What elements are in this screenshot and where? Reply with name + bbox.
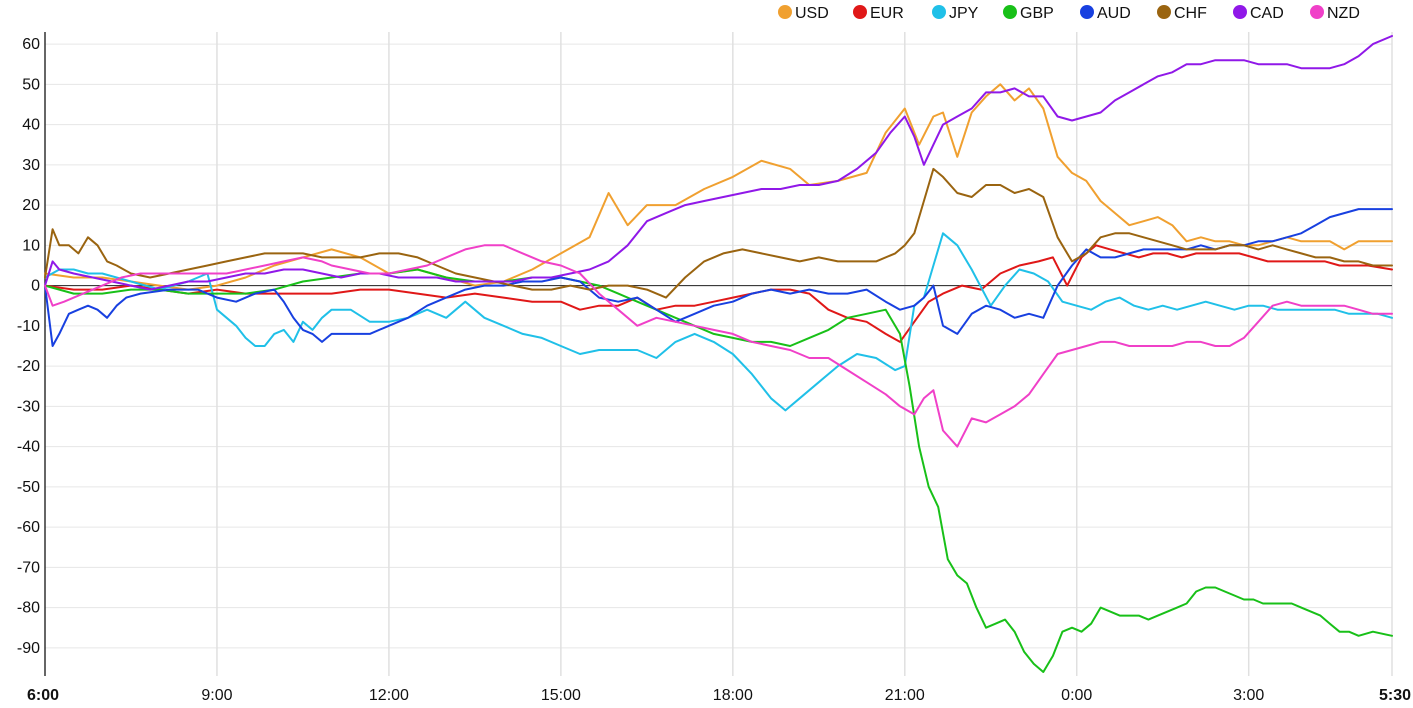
series-line-eur bbox=[44, 244, 1393, 343]
legend-swatch bbox=[853, 5, 867, 19]
series-line-chf bbox=[44, 167, 1393, 299]
legend-swatch bbox=[1157, 5, 1171, 19]
y-tick-label: -60 bbox=[17, 519, 40, 536]
y-tick-label: -10 bbox=[17, 318, 40, 335]
axis-layer: 60 50 40 30 20 10 0 -10 -20 -30 -40 -50 -60 -70 -80 -90… bbox=[17, 32, 1411, 704]
legend-swatch bbox=[932, 5, 946, 19]
legend-label: USD bbox=[795, 5, 829, 22]
series-line-cad bbox=[44, 35, 1393, 291]
x-tick-label: 12:00 bbox=[369, 687, 409, 704]
legend-swatch bbox=[778, 5, 792, 19]
y-tick-label: -40 bbox=[17, 439, 40, 456]
y-tick-label: 50 bbox=[22, 76, 40, 93]
legend-item-usd[interactable]: USD bbox=[778, 5, 829, 22]
series-line-jpy bbox=[44, 232, 1393, 412]
x-tick-label: 18:00 bbox=[713, 687, 753, 704]
x-tick-label: 9:00 bbox=[201, 687, 232, 704]
legend-swatch bbox=[1233, 5, 1247, 19]
legend-label: JPY bbox=[949, 5, 979, 22]
legend-swatch bbox=[1310, 5, 1324, 19]
x-tick-label: 15:00 bbox=[541, 687, 581, 704]
legend-item-nzd[interactable]: NZD bbox=[1310, 5, 1360, 22]
legend-label: EUR bbox=[870, 5, 904, 22]
legend-item-gbp[interactable]: GBP bbox=[1003, 5, 1054, 22]
y-tick-label: -50 bbox=[17, 479, 40, 496]
legend-item-aud[interactable]: AUD bbox=[1080, 5, 1131, 22]
x-tick-label: 0:00 bbox=[1061, 687, 1092, 704]
legend-item-jpy[interactable]: JPY bbox=[932, 5, 979, 22]
legend-label: CAD bbox=[1250, 5, 1284, 22]
x-tick-label: 6:00 bbox=[27, 687, 59, 704]
x-tick-label: 3:00 bbox=[1233, 687, 1264, 704]
legend-swatch bbox=[1080, 5, 1094, 19]
y-tick-label: 30 bbox=[22, 157, 40, 174]
y-tick-label: -90 bbox=[17, 640, 40, 657]
series-line-gbp bbox=[44, 268, 1393, 673]
legend-label: GBP bbox=[1020, 5, 1054, 22]
legend-label: CHF bbox=[1174, 5, 1207, 22]
legend-label: AUD bbox=[1097, 5, 1131, 22]
series-layer bbox=[44, 35, 1393, 673]
legend-item-chf[interactable]: CHF bbox=[1157, 5, 1207, 22]
legend-item-eur[interactable]: EUR bbox=[853, 5, 904, 22]
legend-swatch bbox=[1003, 5, 1017, 19]
y-tick-label: 20 bbox=[22, 197, 40, 214]
y-tick-label: 0 bbox=[31, 278, 40, 295]
x-tick-label: 5:30 bbox=[1379, 687, 1411, 704]
y-tick-label: -80 bbox=[17, 600, 40, 617]
y-tick-label: 40 bbox=[22, 117, 40, 134]
y-tick-label: -20 bbox=[17, 358, 40, 375]
x-tick-label: 21:00 bbox=[885, 687, 925, 704]
y-tick-label: -30 bbox=[17, 398, 40, 415]
grid-layer bbox=[45, 32, 1393, 676]
series-line-aud bbox=[44, 208, 1393, 347]
legend-item-cad[interactable]: CAD bbox=[1233, 5, 1284, 22]
series-line-nzd bbox=[44, 244, 1393, 448]
legend-layer: USD EUR JPY GBP AUD CHF CAD NZD bbox=[778, 5, 1360, 22]
y-tick-label: -70 bbox=[17, 559, 40, 576]
y-tick-label: 60 bbox=[22, 36, 40, 53]
series-line-usd bbox=[44, 83, 1393, 291]
y-tick-label: 10 bbox=[22, 237, 40, 254]
legend-label: NZD bbox=[1327, 5, 1360, 22]
